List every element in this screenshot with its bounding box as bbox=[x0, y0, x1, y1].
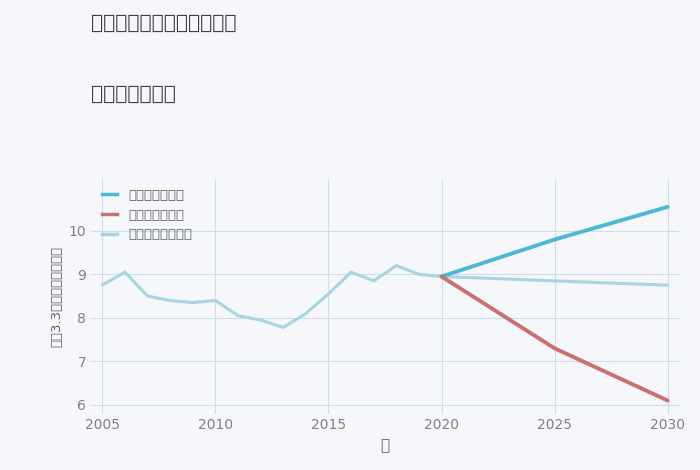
Text: 土地の価格推移: 土地の価格推移 bbox=[91, 85, 176, 103]
Y-axis label: 坪（3.3㎡）単価（万円）: 坪（3.3㎡）単価（万円） bbox=[50, 245, 63, 347]
Text: 福岡県遠賀郡岡垣町鍋田の: 福岡県遠賀郡岡垣町鍋田の bbox=[91, 14, 237, 33]
Legend: グッドシナリオ, バッドシナリオ, ノーマルシナリオ: グッドシナリオ, バッドシナリオ, ノーマルシナリオ bbox=[97, 185, 196, 245]
X-axis label: 年: 年 bbox=[380, 438, 390, 453]
